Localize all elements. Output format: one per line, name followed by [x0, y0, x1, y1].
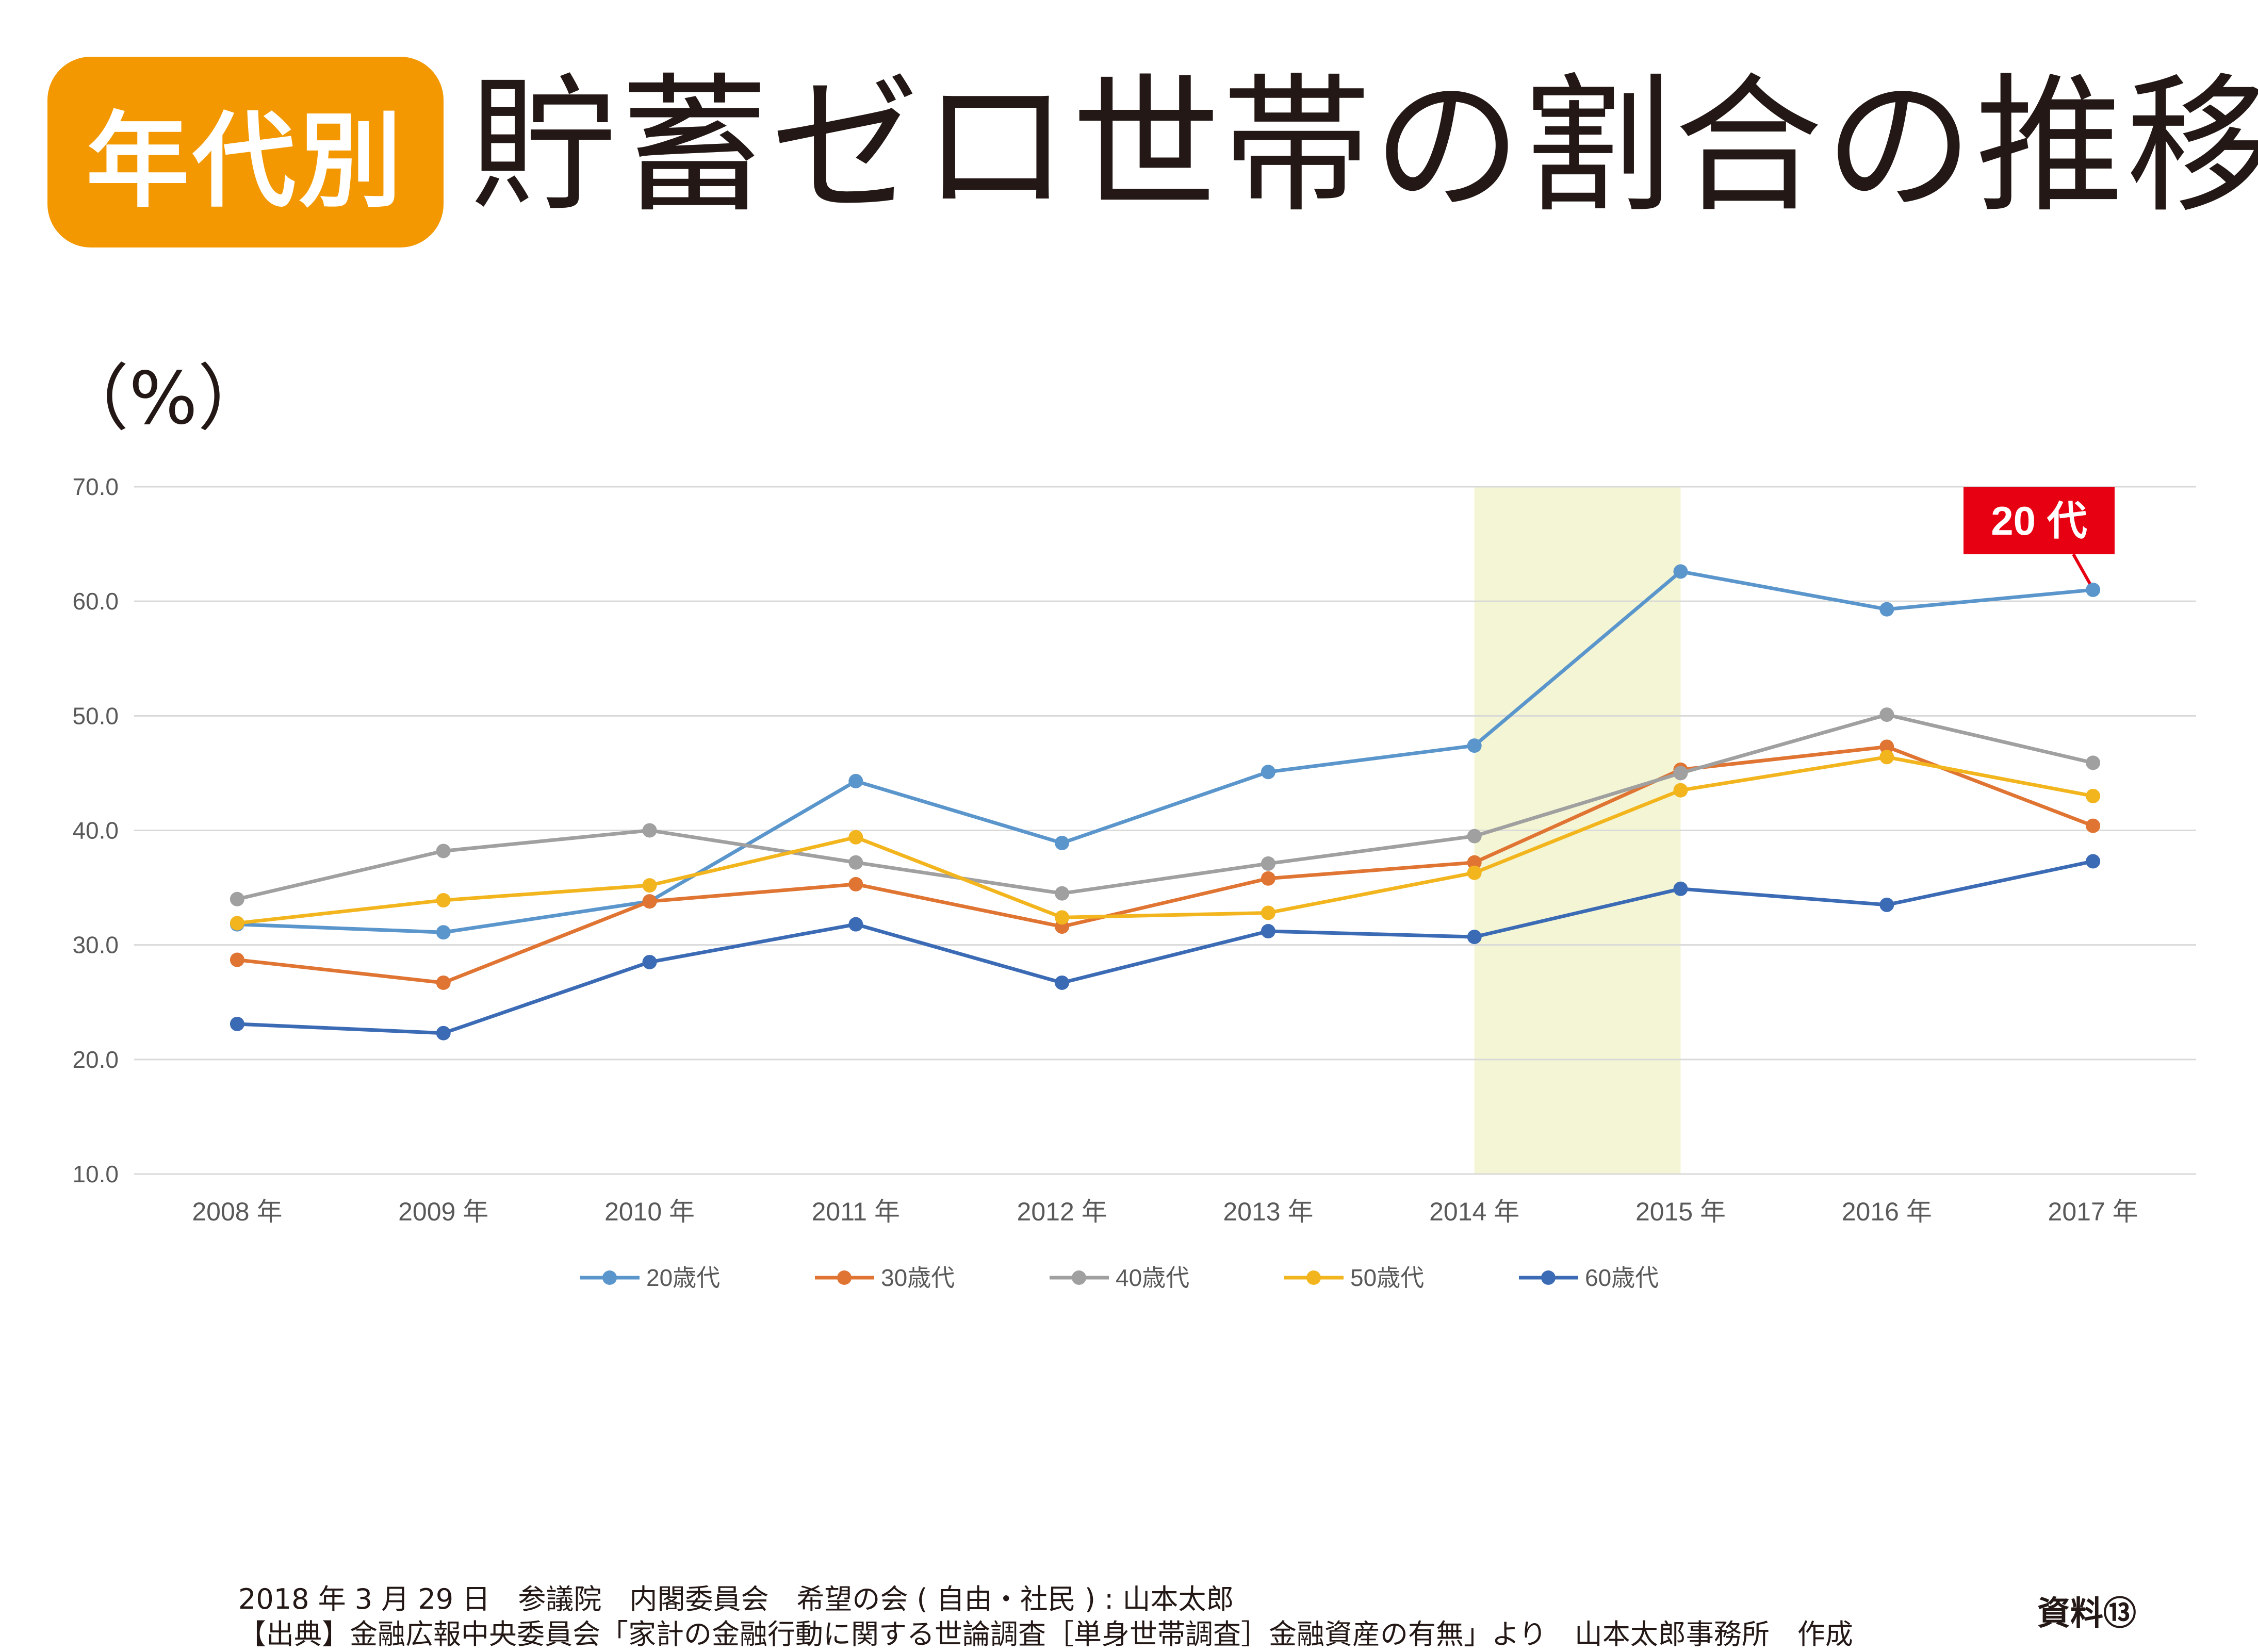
- legend-swatch-marker: [1072, 1270, 1086, 1285]
- y-tick-label: 70.0: [72, 473, 119, 500]
- callout-leader: [2072, 553, 2091, 585]
- data-point: [848, 917, 863, 932]
- data-point: [848, 877, 863, 891]
- data-point: [848, 773, 863, 788]
- x-tick-label: 2009 年: [398, 1197, 488, 1226]
- data-point: [642, 823, 657, 838]
- data-point: [848, 830, 863, 845]
- x-tick-label: 2012 年: [1017, 1197, 1107, 1226]
- y-tick-label: 60.0: [72, 588, 119, 615]
- y-tick-label: 10.0: [72, 1161, 119, 1187]
- y-tick-label: 40.0: [72, 817, 119, 844]
- data-point: [1467, 930, 1482, 945]
- series-line-2: [237, 745, 2094, 985]
- legend-swatch-marker: [1541, 1270, 1556, 1285]
- data-point: [230, 1016, 244, 1031]
- page-title: 貯蓄ゼロ世帯の割合の推移: [469, 60, 2258, 233]
- document-number: 資料⑬: [2037, 1595, 2136, 1633]
- data-point: [1261, 924, 1275, 939]
- data-point: [1673, 766, 1688, 781]
- data-point: [1261, 905, 1275, 920]
- series-line-3: [237, 713, 2093, 901]
- data-point: [2086, 788, 2101, 803]
- legend-label: 30歳代: [881, 1264, 955, 1291]
- data-point: [1879, 750, 1894, 765]
- series-line-1: [237, 569, 2093, 934]
- category-badge: 年代別: [47, 57, 444, 247]
- line-chart: 10.0 20.0 30.0 40.0 50.0 60.0 70.0 2008 年 2009 年…: [72, 473, 2196, 1291]
- data-point: [1673, 564, 1688, 579]
- data-point: [642, 954, 657, 969]
- data-point: [1879, 897, 1894, 912]
- data-point: [1879, 707, 1894, 722]
- data-point: [230, 891, 244, 906]
- data-point: [1261, 765, 1275, 780]
- x-tick-label: 2017 年: [2048, 1197, 2138, 1226]
- data-point: [1055, 886, 1070, 901]
- data-point: [1055, 975, 1070, 990]
- data-point: [1673, 783, 1688, 798]
- y-tick-label: 50.0: [72, 702, 119, 729]
- data-point: [1261, 871, 1275, 886]
- legend-label: 20歳代: [646, 1264, 720, 1291]
- footer-date-line: 2018 年 3 月 29 日 参議院 内閣委員会 希望の会 ( 自由・社民 )…: [238, 1583, 1234, 1615]
- legend-label: 60歳代: [1585, 1264, 1659, 1291]
- data-point: [436, 975, 451, 990]
- legend-swatch-marker: [602, 1270, 617, 1285]
- data-point: [1467, 738, 1482, 753]
- data-point: [2086, 755, 2101, 770]
- series-line-5: [237, 860, 2093, 1035]
- data-point: [230, 916, 244, 931]
- data-point: [2086, 818, 2101, 833]
- legend-swatch-marker: [1306, 1270, 1321, 1285]
- x-tick-label: 2016 年: [1842, 1197, 1932, 1226]
- data-point: [1261, 856, 1275, 871]
- y-tick-label: 20.0: [72, 1046, 119, 1073]
- x-tick-label: 2014 年: [1429, 1197, 1519, 1226]
- footer-source-line: 【出典】金融広報中央委員会「家計の金融行動に関する世論調査［単身世帯調査］金融資…: [238, 1618, 1853, 1650]
- data-point: [436, 1026, 451, 1040]
- data-point: [436, 844, 451, 858]
- data-point: [1673, 881, 1688, 896]
- legend-label: 50歳代: [1350, 1264, 1424, 1291]
- data-point: [436, 925, 451, 940]
- data-point: [436, 893, 451, 908]
- series-line-4: [237, 755, 2093, 925]
- data-point: [848, 855, 863, 870]
- callout-box: [1964, 487, 2115, 554]
- data-point: [2086, 854, 2101, 869]
- data-point: [1467, 855, 1482, 870]
- x-tick-label: 2013 年: [1223, 1197, 1313, 1226]
- footer: 2018 年 3 月 29 日 参議院 内閣委員会 希望の会 ( 自由・社民 )…: [238, 1582, 1853, 1652]
- x-tick-label: 2008 年: [192, 1197, 282, 1226]
- y-axis-unit-label: （%）: [57, 357, 270, 441]
- x-tick-label: 2010 年: [604, 1197, 695, 1226]
- data-point: [1055, 835, 1070, 850]
- callout-label: 20 代: [1991, 498, 2087, 543]
- legend-label: 40歳代: [1116, 1264, 1189, 1291]
- data-point: [1055, 910, 1070, 925]
- category-badge-label: 年代別: [86, 102, 405, 222]
- y-tick-label: 30.0: [72, 932, 119, 959]
- data-point: [1467, 865, 1482, 880]
- data-point: [2086, 582, 2101, 597]
- data-point: [1467, 829, 1482, 844]
- x-tick-label: 2015 年: [1635, 1197, 1726, 1226]
- data-point: [1879, 602, 1894, 617]
- data-point: [642, 878, 657, 893]
- data-point: [1879, 739, 1894, 754]
- legend-swatch-marker: [837, 1270, 852, 1285]
- data-point: [230, 952, 244, 967]
- data-point: [642, 894, 657, 909]
- x-tick-label: 2011 年: [812, 1197, 900, 1226]
